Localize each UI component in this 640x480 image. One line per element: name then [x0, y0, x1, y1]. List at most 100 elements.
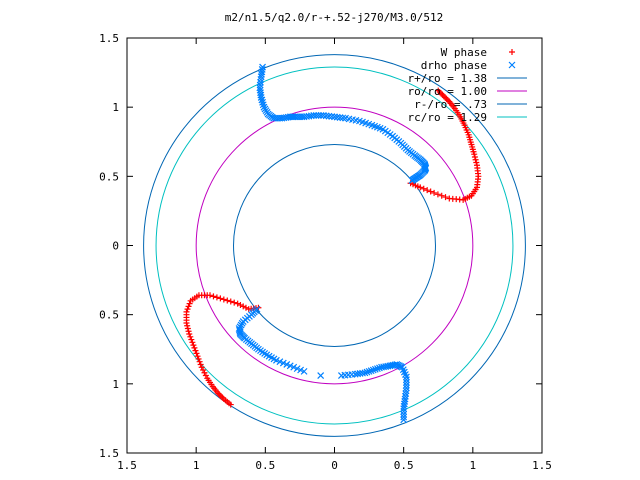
data-point — [259, 101, 267, 109]
data-point — [400, 408, 408, 415]
data-point — [446, 98, 453, 105]
data-point — [331, 113, 338, 121]
y-tick-label: 0 — [112, 240, 119, 253]
data-point — [185, 303, 192, 310]
data-point — [473, 159, 480, 166]
y-tick-label: 1 — [112, 101, 119, 114]
data-point — [317, 372, 325, 379]
legend-label: r-/ro = .73 — [414, 98, 487, 111]
data-point — [325, 112, 333, 120]
legend-label: r+/ro = 1.38 — [408, 72, 487, 85]
x-tick-label: 1.5 — [117, 459, 137, 472]
circle-rc-ro — [155, 66, 514, 425]
legend-swatch — [509, 49, 515, 55]
data-point — [328, 113, 336, 120]
circle-ro-ro — [195, 106, 474, 385]
data-point — [216, 391, 223, 398]
data-point — [218, 393, 225, 400]
data-point — [188, 336, 195, 343]
data-point — [402, 387, 410, 395]
data-point — [257, 76, 265, 83]
data-point — [436, 88, 443, 95]
series-drho-phase — [235, 63, 430, 424]
data-point — [434, 191, 441, 198]
chart-title: m2/n1.5/q2.0/r-+.52-j270/M3.0/512 — [225, 11, 444, 24]
data-point — [400, 410, 408, 418]
data-point — [201, 369, 208, 376]
data-point — [403, 376, 410, 384]
data-point — [257, 78, 264, 86]
data-point — [227, 401, 234, 408]
y-tick-label: 1.5 — [99, 447, 119, 460]
data-point — [439, 91, 446, 98]
data-point — [194, 353, 201, 360]
data-point — [185, 328, 192, 335]
data-point — [227, 298, 234, 305]
data-point — [371, 365, 379, 373]
data-point — [400, 416, 408, 424]
data-point — [365, 367, 373, 375]
data-point — [210, 293, 217, 300]
x-tick-label: 1 — [470, 459, 477, 472]
y-tick-label: 0.5 — [99, 170, 119, 183]
data-point — [258, 96, 266, 104]
data-point — [424, 187, 431, 194]
data-point — [376, 364, 383, 372]
data-point — [473, 162, 480, 169]
data-point — [361, 369, 369, 377]
data-point — [245, 306, 252, 313]
data-point — [195, 355, 202, 362]
data-point — [417, 184, 424, 191]
data-point — [217, 295, 224, 302]
data-point — [444, 97, 451, 104]
legend-label: W phase — [441, 46, 487, 59]
data-point — [336, 114, 344, 121]
data-point — [259, 98, 266, 106]
data-point — [320, 112, 327, 119]
data-point — [369, 366, 377, 374]
data-point — [438, 90, 445, 97]
x-tick-label: 0.5 — [255, 459, 275, 472]
data-point — [367, 367, 375, 375]
data-point — [184, 322, 191, 329]
data-point — [403, 384, 410, 392]
data-point — [443, 95, 450, 102]
data-point — [190, 342, 197, 349]
data-point — [196, 358, 203, 365]
data-point — [202, 372, 209, 379]
x-tick-label: 1 — [193, 459, 200, 472]
data-point — [420, 185, 427, 192]
legend-label: drho phase — [421, 59, 487, 72]
data-point — [240, 303, 247, 310]
data-point — [191, 344, 198, 351]
data-point — [215, 390, 222, 397]
data-point — [403, 373, 410, 381]
data-point — [438, 192, 445, 199]
data-point — [442, 94, 449, 101]
series-w-phase — [183, 87, 482, 408]
data-point — [220, 296, 227, 303]
data-point — [187, 297, 194, 304]
data-point — [402, 390, 410, 397]
y-tick-label: 1.5 — [99, 32, 119, 45]
data-point — [237, 301, 244, 308]
data-point — [224, 297, 231, 304]
data-point — [472, 156, 479, 163]
data-point — [373, 365, 381, 373]
data-point — [256, 81, 264, 89]
data-point — [333, 113, 341, 121]
data-point — [440, 93, 447, 100]
x-tick-label: 0.5 — [394, 459, 414, 472]
data-point — [219, 394, 226, 401]
y-tick-label: 0.5 — [99, 309, 119, 322]
reference-circles — [143, 54, 526, 437]
data-point — [197, 361, 204, 368]
data-point — [408, 177, 416, 184]
data-point — [213, 294, 220, 301]
data-point — [257, 73, 265, 81]
data-point — [186, 300, 193, 307]
data-point — [193, 350, 200, 357]
data-point — [431, 189, 438, 196]
